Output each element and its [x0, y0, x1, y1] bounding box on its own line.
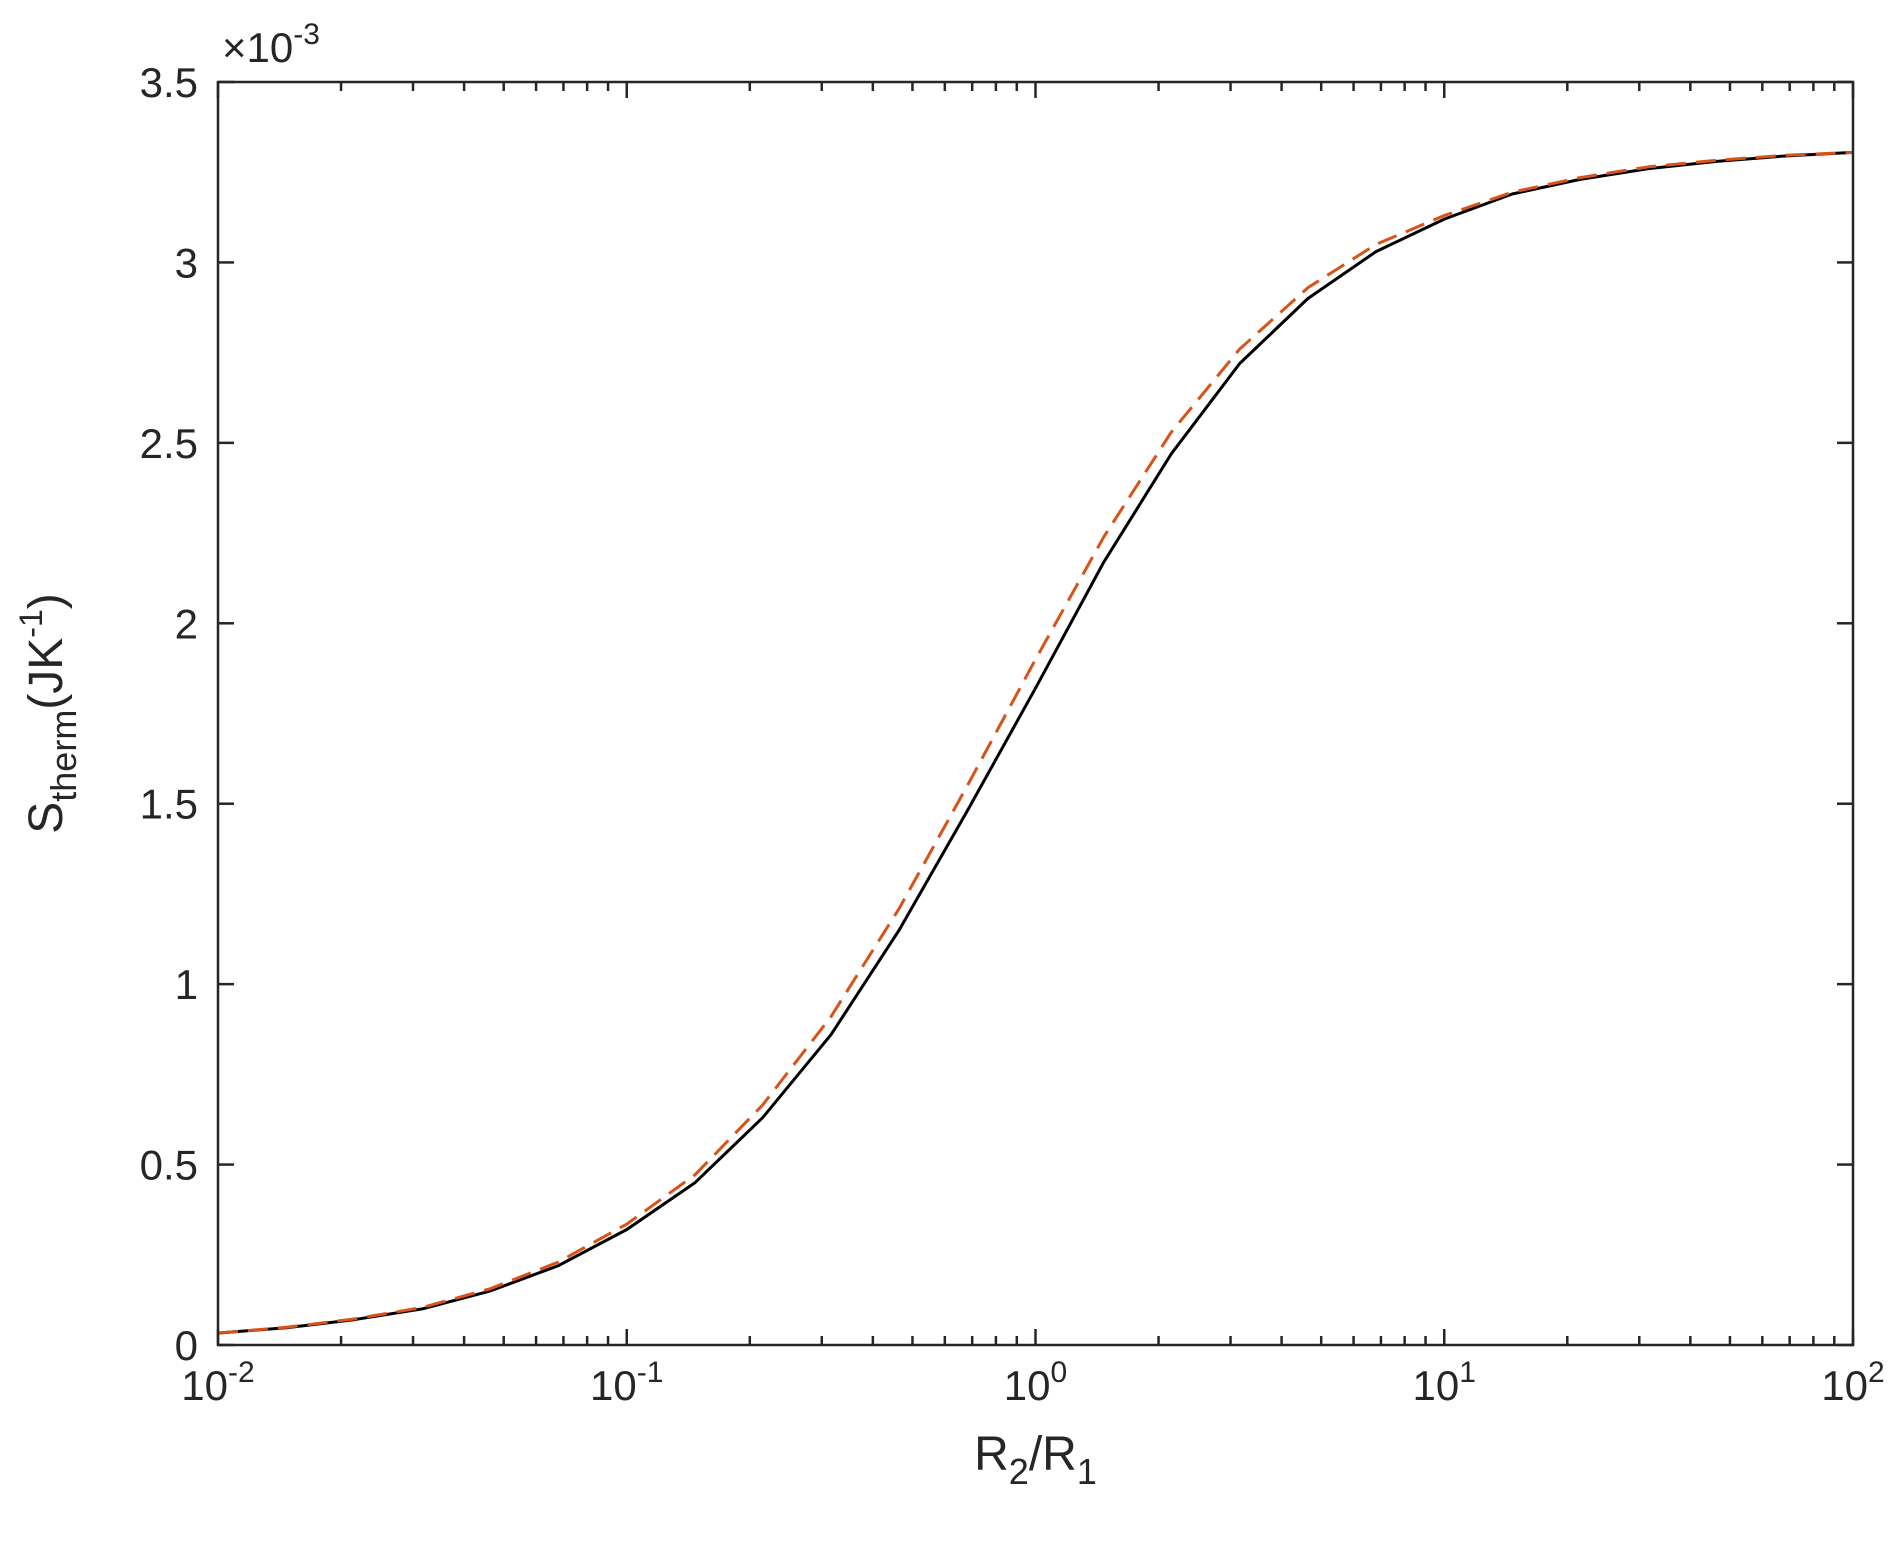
x-tick-label: 102: [1821, 1356, 1884, 1409]
y-tick-label: 1: [175, 961, 198, 1008]
y-tick-label: 3: [175, 239, 198, 286]
x-tick-label: 101: [1413, 1356, 1476, 1409]
y-tick-label: 0.5: [140, 1142, 198, 1189]
x-tick-label: 10-1: [590, 1356, 663, 1409]
series-layer: [217, 150, 1854, 1335]
x-tick-label: 100: [1004, 1356, 1067, 1409]
y-tick-label: 1.5: [140, 781, 198, 828]
series-line-solid: [217, 150, 1854, 1335]
y-axis-multiplier: ×10-3: [222, 18, 320, 71]
y-axis-title: Stherm(JK-1): [13, 593, 84, 833]
ticks-layer: 10-2 10-1 100 101 102 0 0.5 1 1.5 2 2.5 3 3.5: [140, 59, 1885, 1409]
y-tick-label: 3.5: [140, 59, 198, 106]
plot-frame: [216, 80, 1855, 1347]
x-tick-label: 10-2: [181, 1356, 254, 1409]
y-tick-label: 0: [175, 1322, 198, 1369]
series-line-dashed: [217, 150, 1854, 1335]
y-tick-label: 2.5: [140, 420, 198, 467]
x-axis-title: R2/R1: [974, 1428, 1097, 1492]
y-tick-label: 2: [175, 600, 198, 647]
